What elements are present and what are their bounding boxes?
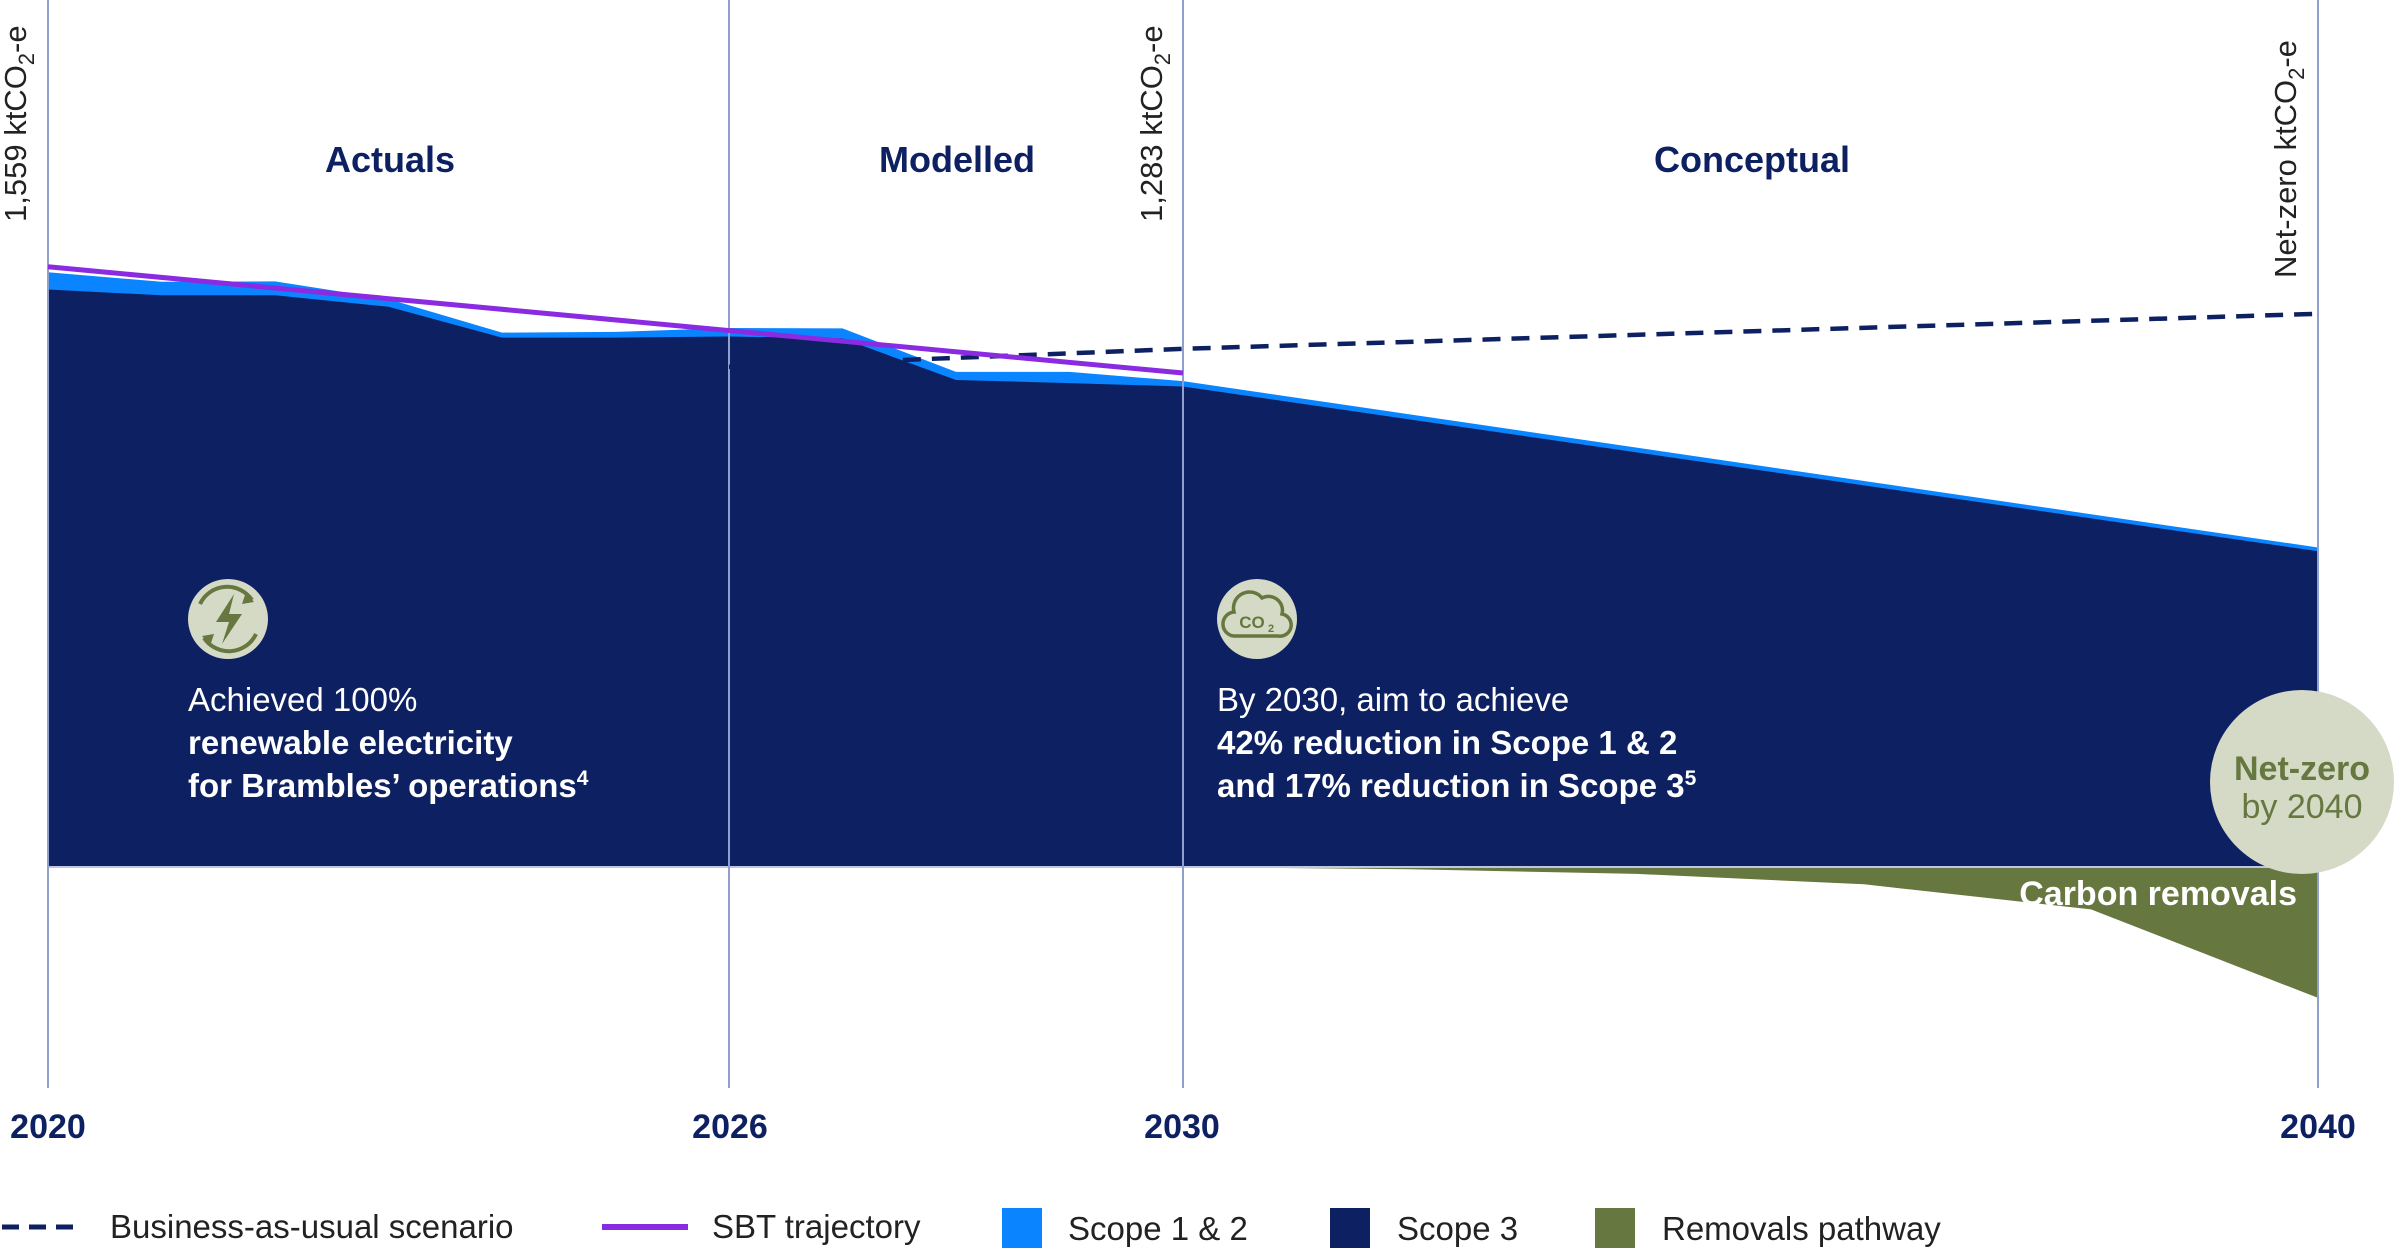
year-label-2020: 2020 (10, 1108, 86, 1146)
marker-label-2030: 1,283 ktCO2-e (1134, 25, 1175, 222)
annotation-left-line1: Achieved 100% (188, 681, 417, 718)
legend-swatch-scope3 (1330, 1208, 1370, 1248)
sbt-line (47, 264, 1184, 376)
netzero-badge-line2: by 2040 (2242, 788, 2363, 826)
annotation-left-line2: renewable electricity (188, 724, 513, 761)
year-label-2026: 2026 (692, 1108, 768, 1146)
legend-swatch-removals (1595, 1208, 1635, 1248)
annotation-right-line1: By 2030, aim to achieve (1217, 681, 1569, 718)
legend-label-removals: Removals pathway (1662, 1210, 1941, 1247)
removals-pathway-area (1183, 867, 2318, 998)
lightning-recycle-icon (188, 579, 268, 659)
phase-label-modelled: Modelled (879, 139, 1035, 180)
annotation-right-line2: 42% reduction in Scope 1 & 2 (1217, 724, 1677, 761)
netzero-badge: Net-zero by 2040 (2210, 690, 2394, 874)
phase-label-conceptual: Conceptual (1654, 139, 1850, 180)
phase-label-actuals: Actuals (325, 139, 455, 180)
svg-text:2: 2 (1268, 623, 1274, 635)
lines-layer (47, 264, 2319, 376)
removals-layer (1183, 867, 2318, 998)
marker-label-2040: Net-zero ktCO2-e (2268, 40, 2309, 278)
co2-cloud-icon: CO 2 (1217, 579, 1297, 659)
annotation-right-line3: and 17% reduction in Scope 35 (1217, 767, 1697, 804)
legend-label-scope12: Scope 1 & 2 (1068, 1210, 1248, 1247)
legend-label-bau: Business-as-usual scenario (110, 1208, 514, 1245)
netzero-badge-line1: Net-zero (2234, 750, 2370, 788)
carbon-removals-label: Carbon removals (2019, 875, 2297, 913)
year-label-2040: 2040 (2280, 1108, 2356, 1146)
legend-swatch-scope12 (1002, 1208, 1042, 1248)
bau-line (728, 311, 2319, 370)
legend: Business-as-usual scenario SBT trajector… (2, 1208, 1941, 1248)
svg-text:CO: CO (1239, 613, 1265, 632)
legend-label-scope3: Scope 3 (1397, 1210, 1518, 1247)
dividers-layer (47, 0, 2319, 1088)
legend-label-sbt: SBT trajectory (712, 1208, 921, 1245)
annotation-left-line3: for Brambles’ operations4 (188, 767, 589, 804)
year-label-2030: 2030 (1144, 1108, 1220, 1146)
marker-label-2020: 1,559 ktCO2-e (0, 25, 39, 222)
